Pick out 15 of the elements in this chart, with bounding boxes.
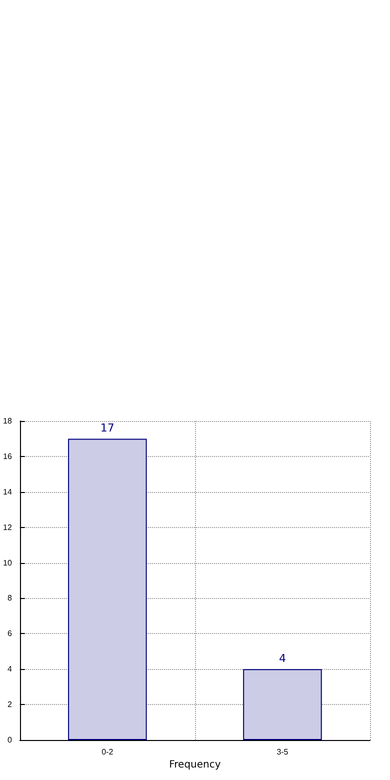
y-tick-label: 18 — [2, 416, 12, 426]
data-label: 4 — [278, 652, 286, 666]
y-tick-label: 2 — [7, 700, 12, 710]
x-tick-label: 0-2 — [102, 748, 114, 756]
data-label: 17 — [100, 422, 114, 435]
x-tick-label: 3-5 — [276, 748, 289, 756]
y-tick-label: 14 — [2, 487, 12, 496]
y-tick-label: 16 — [2, 452, 12, 461]
y-tick-label: 12 — [2, 522, 12, 532]
y-tick-label: 10 — [2, 558, 12, 568]
y-tick-label: 4 — [7, 664, 12, 674]
y-tick-label: 8 — [7, 594, 12, 603]
x-axis-title: Frequency — [169, 760, 221, 770]
y-tick-label: 6 — [7, 629, 12, 638]
y-tick-label: 0 — [7, 736, 12, 744]
